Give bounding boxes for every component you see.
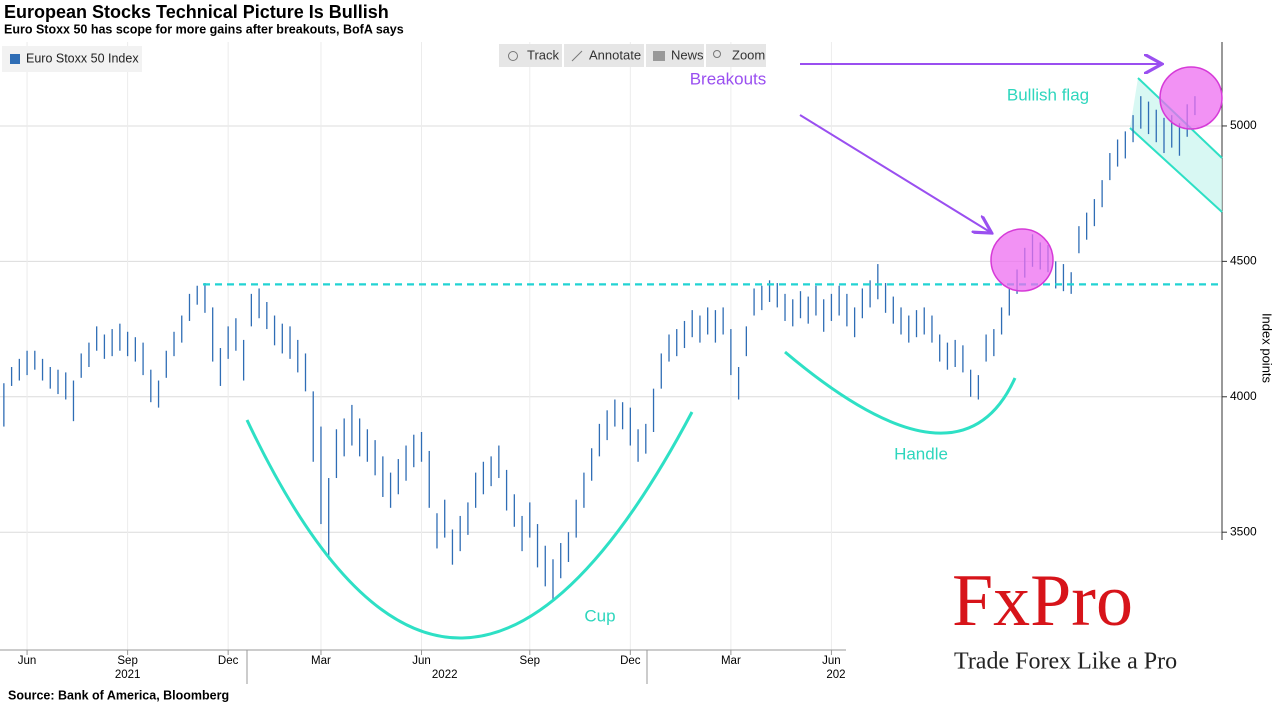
toolbar-button[interactable] (646, 44, 704, 67)
year-label: 2022 (432, 669, 458, 681)
annotation: Bullish flag (1007, 85, 1089, 104)
annotation: Breakouts (690, 69, 767, 88)
legend-label: Euro Stoxx 50 Index (26, 51, 139, 65)
icon (713, 50, 721, 58)
annotation: Handle (894, 444, 948, 463)
x-tick-label: Mar (311, 655, 331, 667)
x-tick-label: Jun (412, 655, 431, 667)
watermark-tagline: Trade Forex Like a Pro (954, 649, 1177, 675)
chart-title: European Stocks Technical Picture Is Bul… (4, 2, 389, 22)
y-tick-label: 4000 (1230, 389, 1257, 403)
legend (2, 46, 142, 72)
toolbar-button[interactable] (706, 44, 766, 67)
x-axis: Jun Sep Dec Mar Jun Sep Dec Mar Jun 2021 2022 2023 (0, 649, 1222, 681)
breakout-circle (990, 228, 1054, 292)
flag-channel (1130, 78, 1222, 212)
year-label: 2021 (115, 669, 141, 681)
toolbar-label[interactable]: News (671, 47, 704, 62)
toolbar-label[interactable]: Zoom (732, 47, 765, 62)
y-tick-label: 5000 (1230, 118, 1257, 132)
chart-subtitle: Euro Stoxx 50 has scope for more gains a… (4, 22, 404, 36)
year-label: 2023 (826, 669, 852, 681)
toolbar-label[interactable]: Annotate (589, 47, 641, 62)
x-tick-label: Jun (18, 655, 37, 667)
icon (653, 51, 665, 61)
cup-curve (245, 411, 694, 640)
handle-curve (784, 350, 1017, 435)
icon (508, 51, 518, 61)
flag-line (1129, 127, 1223, 213)
watermark-box (846, 540, 1280, 690)
icon (571, 50, 583, 62)
x-tick-label: Sep (117, 655, 137, 667)
source: Source: Bank of America, Bloomberg (8, 688, 229, 702)
y-tick-label: 3500 (1230, 524, 1257, 538)
toolbar-label[interactable]: Track (527, 47, 560, 62)
arrow (799, 114, 990, 232)
watermark-brand: FxPro (952, 560, 1133, 642)
toolbar: Track Annotate News Zoom (499, 44, 766, 67)
y-axis-label: Index points (1260, 313, 1275, 384)
breakout-circle (1159, 66, 1223, 130)
x-tick-label: Sep (520, 655, 540, 667)
x-tick-label: Jun (822, 655, 841, 667)
x-tick-label: Mar (721, 655, 741, 667)
x-tick-label: Dec (620, 655, 641, 667)
x-tick-label: Dec (218, 655, 239, 667)
toolbar-button[interactable] (499, 44, 562, 67)
y-tick-label: 4500 (1230, 254, 1257, 268)
annotation: Cup (584, 606, 615, 625)
toolbar-button[interactable] (564, 44, 644, 67)
bars (3, 96, 1196, 600)
legend-swatch (10, 54, 20, 64)
